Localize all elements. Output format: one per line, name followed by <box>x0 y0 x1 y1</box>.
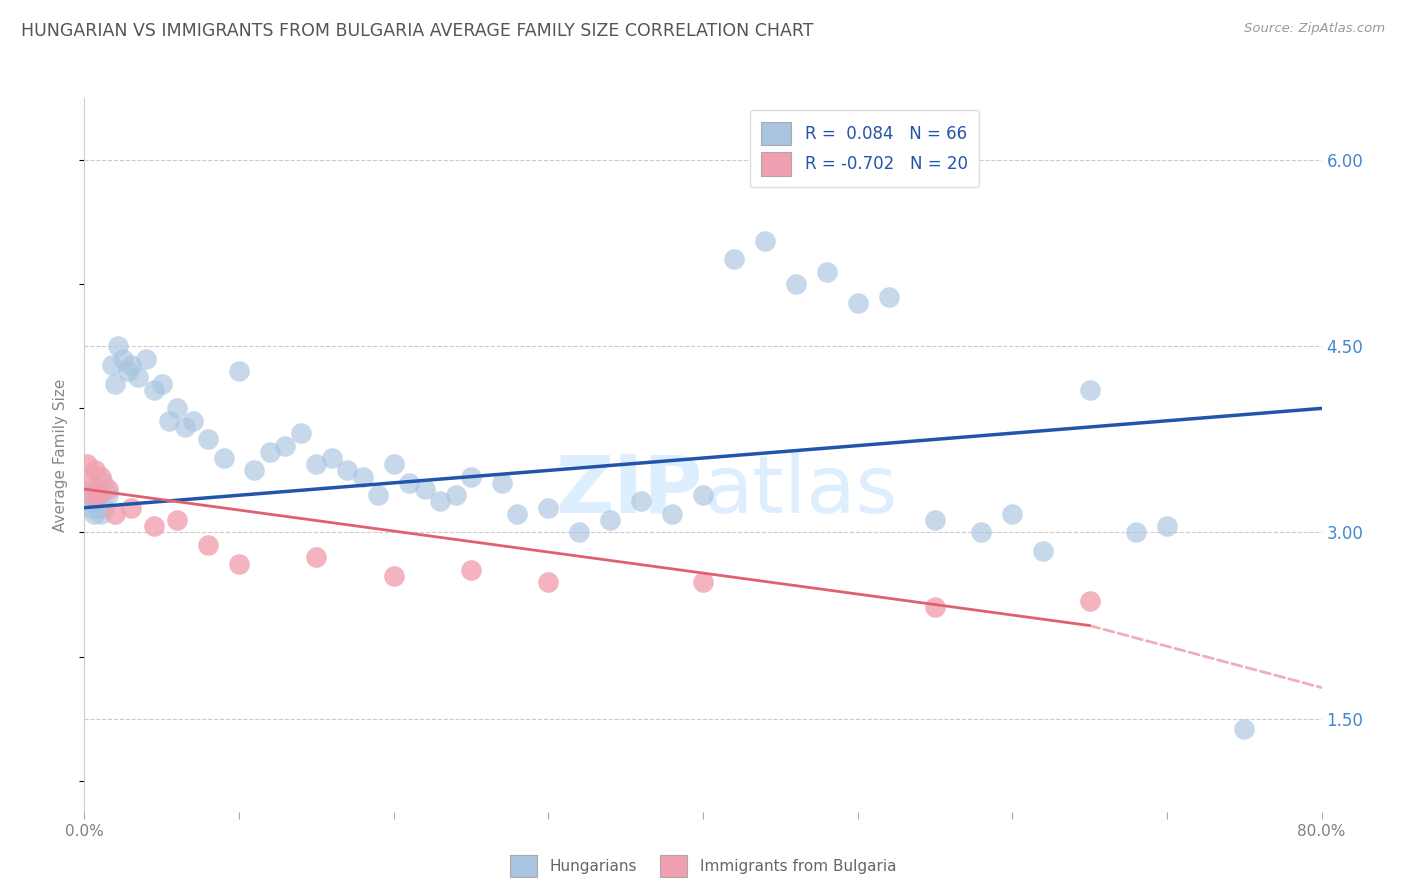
Point <box>1032 544 1054 558</box>
Point <box>877 290 900 304</box>
Point <box>290 426 312 441</box>
Point <box>846 296 869 310</box>
Point <box>97 488 120 502</box>
Point <box>1001 507 1024 521</box>
Point <box>120 500 142 515</box>
Point <box>82 488 104 502</box>
Point <box>444 488 467 502</box>
Point <box>84 463 107 477</box>
Point <box>352 469 374 483</box>
Point <box>537 500 560 515</box>
Point <box>79 475 101 490</box>
Text: HUNGARIAN VS IMMIGRANTS FROM BULGARIA AVERAGE FAMILY SIZE CORRELATION CHART: HUNGARIAN VS IMMIGRANTS FROM BULGARIA AV… <box>21 22 814 40</box>
Point <box>83 507 105 521</box>
Point <box>143 383 166 397</box>
Point <box>143 519 166 533</box>
Point <box>754 234 776 248</box>
Point <box>723 252 745 267</box>
Point <box>82 482 104 496</box>
Point <box>90 469 112 483</box>
Point <box>305 457 328 471</box>
Point <box>970 525 993 540</box>
Point <box>174 420 197 434</box>
Point <box>259 445 281 459</box>
Point <box>91 475 114 490</box>
Point <box>79 500 101 515</box>
Point <box>228 364 250 378</box>
Point <box>413 482 436 496</box>
Point <box>692 575 714 590</box>
Point <box>243 463 266 477</box>
Point <box>97 482 120 496</box>
Point <box>305 550 328 565</box>
Point <box>181 414 204 428</box>
Point <box>460 469 482 483</box>
Point <box>429 494 451 508</box>
Point <box>101 358 124 372</box>
Point <box>166 513 188 527</box>
Text: atlas: atlas <box>703 451 897 530</box>
Point <box>159 414 181 428</box>
Point <box>135 351 157 366</box>
Point <box>87 500 110 515</box>
Point <box>128 370 150 384</box>
Point <box>382 457 405 471</box>
Point <box>1233 722 1256 736</box>
Point <box>692 488 714 502</box>
Point <box>93 500 115 515</box>
Point <box>367 488 389 502</box>
Point <box>336 463 359 477</box>
Point <box>924 513 946 527</box>
Point <box>1078 593 1101 607</box>
Point <box>87 488 110 502</box>
Point <box>599 513 621 527</box>
Point <box>84 494 107 508</box>
Point <box>117 364 139 378</box>
Point <box>1078 383 1101 397</box>
Point <box>321 450 343 465</box>
Point <box>212 450 235 465</box>
Text: ZIP: ZIP <box>555 451 703 530</box>
Point <box>1125 525 1147 540</box>
Point <box>77 488 100 502</box>
Point <box>274 439 297 453</box>
Point <box>382 569 405 583</box>
Point <box>120 358 142 372</box>
Point <box>537 575 560 590</box>
Point <box>785 277 807 292</box>
Point <box>90 507 112 521</box>
Y-axis label: Average Family Size: Average Family Size <box>53 378 69 532</box>
Point <box>460 563 482 577</box>
Point <box>630 494 652 508</box>
Point <box>150 376 173 391</box>
Point <box>228 557 250 571</box>
Point <box>398 475 420 490</box>
Point <box>76 457 98 471</box>
Point <box>86 488 108 502</box>
Point <box>491 475 513 490</box>
Point <box>1156 519 1178 533</box>
Point <box>197 538 219 552</box>
Point <box>568 525 591 540</box>
Point <box>661 507 683 521</box>
Point <box>104 507 127 521</box>
Point <box>506 507 529 521</box>
Point <box>815 265 838 279</box>
Point <box>112 351 135 366</box>
Point <box>166 401 188 416</box>
Legend: Hungarians, Immigrants from Bulgaria: Hungarians, Immigrants from Bulgaria <box>501 847 905 886</box>
Text: Source: ZipAtlas.com: Source: ZipAtlas.com <box>1244 22 1385 36</box>
Point <box>104 376 127 391</box>
Point <box>924 599 946 614</box>
Point <box>89 488 111 502</box>
Point <box>107 339 129 353</box>
Point <box>197 433 219 447</box>
